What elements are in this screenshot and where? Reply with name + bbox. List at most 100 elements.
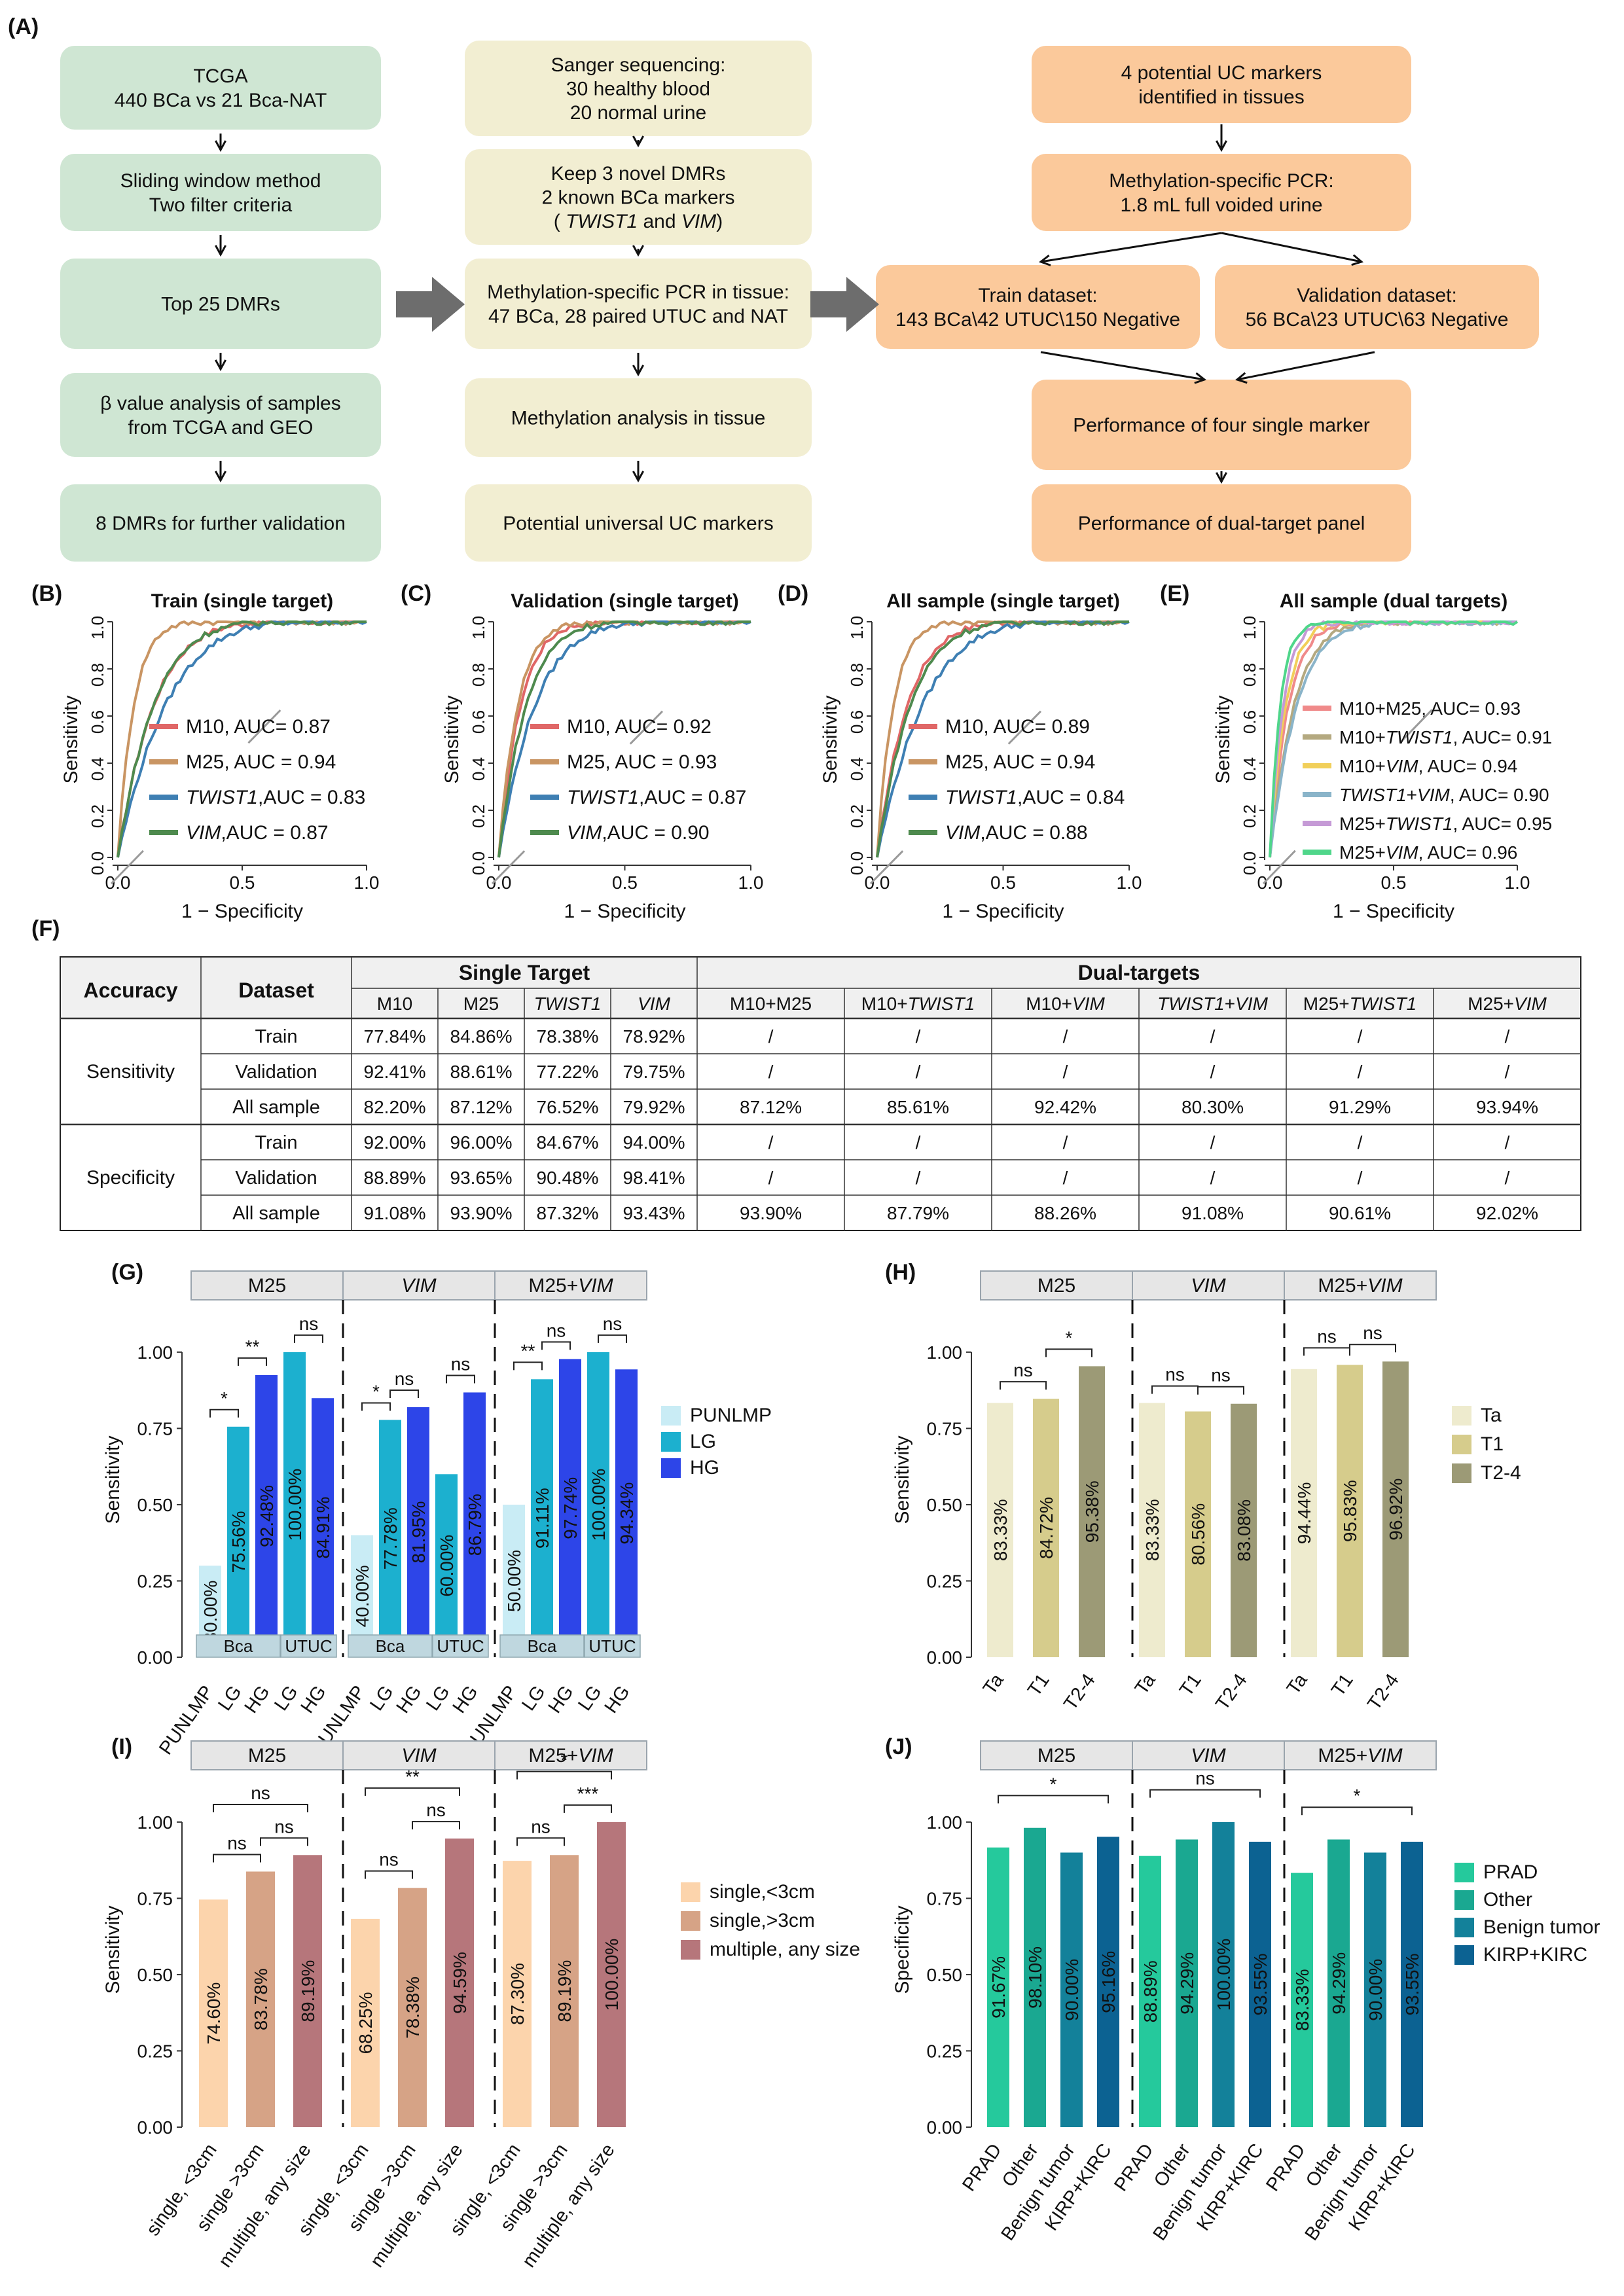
bar-value-label: 92.48% [257, 1485, 277, 1547]
significance-label: ns [531, 1816, 550, 1837]
bar-VIM-HG [463, 1392, 486, 1657]
legend-label-M25+TWIST1: M25+TWIST1, AUC= 0.95 [1339, 814, 1552, 834]
arrow-head [632, 245, 644, 257]
table-cell: 93.90% [740, 1203, 802, 1223]
table-group-sensitivity: Sensitivity [86, 1061, 175, 1083]
significance-bracket [389, 1390, 419, 1399]
table-header-dual: Dual-targets [1078, 961, 1200, 984]
significance-bracket [361, 1402, 391, 1411]
table-cell: 78.92% [623, 1026, 685, 1047]
table-cell: 90.61% [1329, 1203, 1391, 1223]
roc-y-tick-label: 1.0 [88, 616, 107, 639]
bar-VIM-single, <3cm [351, 1918, 380, 2127]
arrow-head [632, 135, 644, 148]
significance-label: ns [603, 1314, 623, 1334]
bar-M25+VIM-KIRP+KIRC [1401, 1841, 1423, 2127]
table-col-header: M10 [377, 994, 412, 1014]
flow-markers-box-text: 4 potential UC markers identified in tiss… [1121, 62, 1322, 108]
table-cell: / [768, 1168, 774, 1188]
bar-value-label: 100.00% [602, 1939, 622, 2011]
legend-label: PRAD [1483, 1861, 1538, 1883]
facet-strip-M25+VIM [494, 1270, 647, 1300]
bar-M25+VIM-single >3cm [550, 1855, 579, 2127]
bar-category-label: Ta [979, 1670, 1008, 1698]
bar-y-tick-label: 0.00 [137, 1647, 173, 1668]
bar-M25-Ta [987, 1403, 1013, 1657]
panel-label-C: (C) [401, 581, 431, 606]
bar-M25-single >3cm [246, 1871, 275, 2127]
roc-x-label: 1 − Specificity [943, 901, 1064, 922]
bar-category-label: T1 [1024, 1670, 1054, 1700]
table-cell: 80.30% [1182, 1097, 1244, 1117]
legend-swatch [681, 1911, 700, 1931]
bar-y-tick-label: 0.25 [927, 2041, 963, 2061]
bar-value-label: 100.00% [1214, 1939, 1234, 2011]
legend-label-M25: M25, AUC = 0.93 [567, 751, 717, 773]
legend-label-TWIST1: TWIST1,AUC = 0.83 [186, 787, 365, 808]
facet-title: M25+VIM [528, 1745, 613, 1767]
panel-label-A: (A) [8, 14, 39, 39]
table-cell: 87.12% [450, 1097, 513, 1117]
bar-category-label: PRAD [958, 2140, 1005, 2195]
bar-M25-multiple, any size [293, 1855, 322, 2127]
legend-swatch [681, 1940, 700, 1960]
bar-value-label: 91.67% [988, 1956, 1009, 2018]
table-cell: / [1505, 1026, 1510, 1047]
legend-label-M10: M10, AUC= 0.89 [945, 716, 1090, 738]
bar-M25+VIM-T2-4 [1382, 1361, 1409, 1657]
bar-M25+VIM-Ta [1291, 1369, 1317, 1657]
significance-bracket [1149, 1789, 1261, 1798]
table-cell: 79.75% [623, 1062, 685, 1082]
table-cell: 93.65% [450, 1168, 513, 1188]
significance-label: * [1066, 1327, 1073, 1348]
roc-y-tick-label: 1.0 [847, 616, 867, 639]
flow-arrow [1040, 351, 1205, 381]
roc-y-tick-label: 0.8 [469, 663, 488, 687]
arrow-head [215, 471, 226, 483]
roc-x-tick-label: 1.0 [354, 872, 380, 893]
significance-label: ns [299, 1314, 319, 1334]
group-strip-utuc [280, 1634, 337, 1658]
significance-label: * [221, 1388, 228, 1408]
arrow-head [1351, 254, 1364, 266]
group-strip-utuc [584, 1634, 641, 1658]
legend-swatch [661, 1458, 681, 1478]
panel-label-I: (I) [111, 1734, 132, 1759]
bar-category-label: PRAD [1110, 2140, 1157, 2195]
bar-VIM-PRAD [1139, 1856, 1161, 2127]
bar-M25-LG [227, 1426, 249, 1657]
bar-value-label: 94.34% [617, 1482, 637, 1545]
table-row-dataset: Validation [235, 1062, 317, 1083]
legend-label: PUNLMP [690, 1405, 772, 1426]
roc-x-label: 1 − Specificity [564, 901, 686, 922]
panel-label-G: (G) [111, 1260, 143, 1285]
bar-value-label: 90.00% [1365, 1959, 1386, 2021]
roc-curve-VIM [497, 620, 751, 858]
flow-arrow [1236, 351, 1375, 381]
roc-x-tick-label: 1.0 [738, 872, 764, 893]
table-cell: / [1210, 1026, 1216, 1047]
flow-tcga-box-0 [60, 46, 381, 130]
table-cell: / [916, 1062, 921, 1082]
legend-label-M10: M10, AUC= 0.92 [567, 716, 712, 738]
table-cell: 84.86% [450, 1026, 513, 1047]
flow-dual-panel-box-text: Performance of dual-target panel [1078, 513, 1365, 535]
bar-y-tick-label: 0.00 [137, 2117, 173, 2138]
table-cell: 87.32% [537, 1203, 599, 1223]
legend-label: KIRP+KIRC [1483, 1944, 1587, 1965]
panel-label-D: (D) [778, 581, 808, 606]
significance-label: ns [274, 1816, 294, 1837]
bar-M25+VIM-LG [531, 1379, 553, 1657]
significance-bracket [365, 1787, 460, 1796]
significance-label: ** [405, 1767, 420, 1787]
bar-M25+VIM-HG [559, 1359, 581, 1657]
flow-validation-box-0 [465, 41, 812, 136]
table-cell: 91.08% [1182, 1203, 1244, 1223]
arrow-head [1235, 372, 1248, 384]
bar-y-tick-label: 0.25 [137, 1571, 173, 1591]
significance-label: ns [1013, 1360, 1033, 1380]
bar-value-label: 87.30% [507, 1963, 528, 2025]
table-cell: 93.90% [450, 1203, 513, 1223]
table-cell: 76.52% [537, 1097, 599, 1117]
